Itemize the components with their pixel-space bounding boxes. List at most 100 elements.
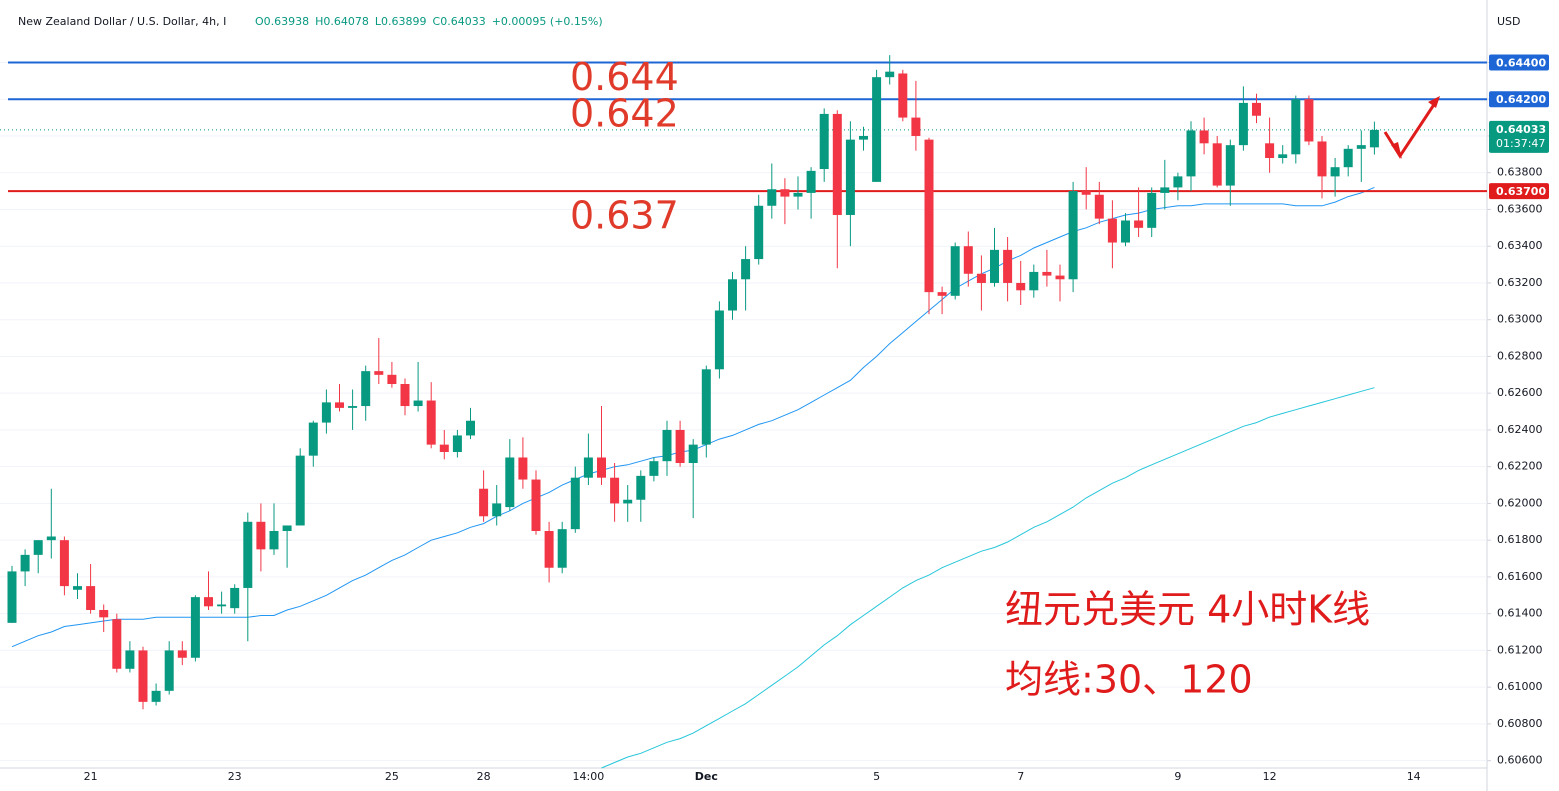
candle-body — [610, 477, 620, 504]
candle-body — [1212, 143, 1222, 186]
candle-body — [662, 429, 672, 462]
candle-body — [780, 189, 790, 197]
arrow-head — [1428, 96, 1440, 108]
y-tick-label: 0.63000 — [1497, 313, 1543, 326]
x-tick-label: 7 — [1017, 770, 1024, 783]
x-tick-label: 25 — [385, 770, 399, 783]
x-tick-label: 9 — [1174, 770, 1181, 783]
candle-body — [1343, 148, 1353, 168]
candle-body — [859, 135, 868, 140]
candle-body — [204, 597, 213, 607]
candle-body — [125, 650, 135, 669]
candle-body — [413, 400, 423, 407]
candle-body — [701, 369, 711, 445]
candle-body — [1160, 187, 1170, 193]
candle-body — [597, 457, 606, 478]
candle-body — [924, 139, 934, 293]
candle-body — [1081, 191, 1091, 195]
ohlc-value: C0.64033 — [433, 15, 486, 28]
x-tick-label: 23 — [228, 770, 242, 783]
y-tick-label: 0.62600 — [1497, 386, 1543, 399]
currency: USD — [1497, 15, 1521, 28]
x-tick-label: 14:00 — [573, 770, 605, 783]
candle-body — [426, 400, 436, 445]
candle-body — [1304, 99, 1314, 142]
chart-title: New Zealand Dollar / U.S. Dollar, 4h, I — [18, 15, 226, 28]
candle-body — [1173, 176, 1183, 188]
candle-body — [361, 371, 371, 407]
countdown: 01:37:47 — [1496, 137, 1545, 150]
candle-body — [911, 117, 921, 136]
candle-body — [1055, 275, 1065, 280]
candle-body — [1107, 218, 1117, 243]
y-tick-label: 0.62800 — [1497, 349, 1543, 362]
candle-body — [1042, 271, 1052, 276]
level-tag — [1489, 91, 1549, 108]
ohlc-value: H0.64078 — [315, 15, 369, 28]
candle-body — [400, 384, 410, 407]
candle-body — [99, 609, 109, 618]
candle-body — [728, 279, 737, 311]
candle-body — [1094, 194, 1104, 219]
candle-body — [990, 249, 999, 283]
candle-body — [164, 650, 174, 691]
candle-body — [570, 477, 580, 530]
candle-body — [243, 521, 253, 588]
y-tick-label: 0.61000 — [1497, 680, 1543, 693]
candle-body — [1016, 282, 1026, 291]
y-tick-label: 0.63600 — [1497, 202, 1543, 215]
candle-body — [308, 422, 318, 456]
candle-body — [33, 540, 43, 555]
x-tick-label: 12 — [1263, 770, 1277, 783]
candle-body — [256, 521, 266, 550]
ohlc-value: L0.63899 — [375, 15, 427, 28]
candle-body — [466, 420, 475, 436]
candle-body — [1029, 271, 1039, 291]
candle-body — [544, 530, 554, 568]
candle-body — [583, 457, 593, 478]
candle-body — [937, 292, 947, 296]
candle-body — [636, 475, 646, 500]
x-tick-label: 28 — [477, 770, 491, 783]
y-tick-label: 0.63400 — [1497, 239, 1543, 252]
candle-body — [976, 273, 986, 283]
candle-body — [439, 444, 449, 452]
candle-body — [963, 246, 973, 274]
candle-body — [177, 650, 187, 658]
candle-body — [492, 503, 502, 517]
candle-body — [452, 435, 462, 452]
ohlc-value: O0.63938 — [255, 15, 309, 28]
candle-body — [1356, 145, 1366, 149]
y-tick-label: 0.62400 — [1497, 423, 1543, 436]
candle-body — [832, 113, 842, 215]
last-price-tag — [1489, 120, 1549, 153]
candle-body — [1278, 154, 1288, 159]
candle-body — [112, 619, 122, 669]
candle-body — [348, 406, 358, 408]
candle-body — [950, 246, 960, 296]
candle-body — [688, 444, 698, 464]
candle-body — [1252, 102, 1261, 116]
arrow — [1383, 96, 1440, 159]
candle-body — [1186, 130, 1196, 177]
level-label: 0.644 — [570, 55, 679, 99]
candle-body — [1199, 130, 1209, 144]
y-tick-label: 0.61800 — [1497, 533, 1543, 546]
level-tag — [1489, 183, 1549, 200]
candle-body — [531, 479, 541, 531]
level-tag — [1489, 54, 1549, 71]
annotation: 均线:30、120 — [1005, 658, 1253, 702]
candle-body — [518, 457, 528, 480]
candle-body — [374, 371, 384, 375]
candle-body — [20, 554, 30, 572]
candle-body — [387, 374, 397, 384]
candle-body — [1068, 191, 1078, 280]
candle-body — [1265, 143, 1275, 159]
y-tick-label: 0.60600 — [1497, 754, 1543, 767]
level-label: 0.637 — [570, 194, 679, 238]
candle-body — [872, 77, 882, 182]
candle-body — [1003, 249, 1013, 283]
y-tick-label: 0.61400 — [1497, 607, 1543, 620]
